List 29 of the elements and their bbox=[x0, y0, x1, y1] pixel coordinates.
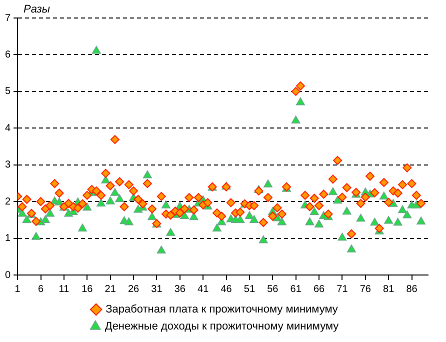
x-tick-label: 61 bbox=[290, 284, 302, 295]
y-tick-label: 6 bbox=[5, 49, 11, 60]
x-tick-label: 11 bbox=[58, 284, 70, 295]
y-tick-label: 7 bbox=[5, 12, 11, 24]
x-tick-label: 1 bbox=[14, 284, 21, 295]
y-tick-label: 3 bbox=[5, 160, 11, 171]
legend-label: Заработная плата к прожиточному минимуму bbox=[106, 304, 338, 316]
x-tick-label: 41 bbox=[198, 284, 210, 295]
y-tick-label: 0 bbox=[5, 270, 11, 281]
x-tick-label: 26 bbox=[128, 284, 140, 295]
x-tick-label: 76 bbox=[360, 284, 372, 295]
y-axis-title: Разы bbox=[24, 4, 50, 16]
legend-label: Денежные доходы к прожиточному минимуму bbox=[104, 320, 340, 333]
x-tick-label: 86 bbox=[406, 284, 418, 295]
x-tick-label: 81 bbox=[383, 284, 395, 295]
x-tick-label: 36 bbox=[174, 284, 186, 295]
x-tick-label: 66 bbox=[313, 284, 326, 295]
y-tick-label: 4 bbox=[5, 122, 11, 134]
x-tick-label: 21 bbox=[104, 284, 116, 295]
x-tick-label: 56 bbox=[267, 284, 279, 295]
y-tick-label: 1 bbox=[5, 233, 11, 244]
x-tick-label: 6 bbox=[38, 284, 44, 295]
x-tick-label: 71 bbox=[336, 284, 348, 295]
x-tick-label: 16 bbox=[82, 284, 94, 295]
x-tick-label: 46 bbox=[220, 284, 232, 295]
x-tick-label: 31 bbox=[151, 284, 163, 295]
y-tick-label: 5 bbox=[5, 86, 11, 98]
y-tick-label: 2 bbox=[5, 196, 11, 208]
x-tick-label: 51 bbox=[244, 284, 256, 295]
